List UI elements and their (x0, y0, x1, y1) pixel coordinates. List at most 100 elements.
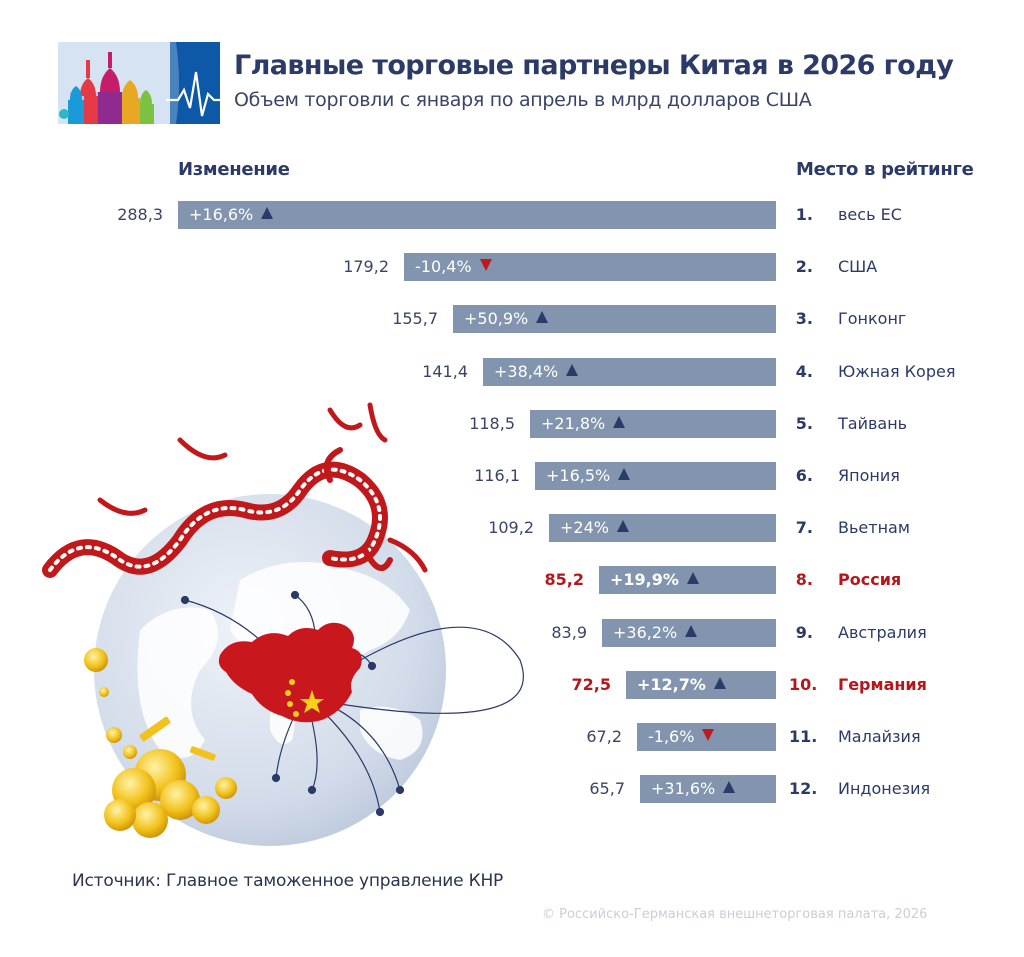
rank-number: 10. (789, 675, 818, 694)
bar: +21,8% (530, 410, 776, 438)
china-map-icon (218, 622, 362, 723)
bar: +12,7% (626, 671, 776, 699)
bar-value-label: 118,5 (469, 414, 515, 433)
arrow-up-icon (566, 364, 579, 376)
chart-row: 83,9 +36,2% 9. Австралия (0, 619, 1024, 647)
chart-row: 179,2 -10,4% 2. США (0, 253, 1024, 281)
chart-row: 155,7 +50,9% 3. Гонконг (0, 305, 1024, 333)
change-label: -1,6% (637, 723, 776, 751)
change-label: +21,8% (530, 410, 776, 438)
rank-number: 2. (795, 257, 813, 276)
chart-row: 65,7 +31,6% 12. Индонезия (0, 775, 1024, 803)
country-name: США (838, 257, 878, 276)
country-name: Австралия (838, 623, 927, 642)
arrow-down-icon (479, 259, 492, 271)
bar: +31,6% (640, 775, 776, 803)
change-value: -10,4% (415, 257, 472, 276)
arrow-up-icon (723, 781, 736, 793)
bar-value-label: 83,9 (551, 623, 587, 642)
arrow-up-icon (261, 207, 274, 219)
arrow-up-icon (616, 520, 629, 532)
bar-value-label: 116,1 (474, 466, 520, 485)
bar-value-label: 288,3 (117, 205, 163, 224)
change-value: +31,6% (651, 779, 716, 798)
bar-value-label: 85,2 (544, 570, 584, 589)
bar-value-label: 67,2 (586, 727, 622, 746)
arrow-up-icon (685, 625, 698, 637)
change-value: +38,4% (494, 362, 559, 381)
arrow-up-icon (613, 416, 626, 428)
page-subtitle: Объем торговли с января по апрель в млрд… (234, 89, 812, 111)
change-label: +36,2% (602, 619, 776, 647)
country-name: Япония (838, 466, 900, 485)
arrow-up-icon (686, 572, 699, 584)
bar-value-label: 109,2 (488, 518, 534, 537)
rank-column-header: Место в рейтинге (796, 159, 974, 180)
rank-number: 12. (789, 779, 818, 798)
bar: +19,9% (599, 566, 776, 594)
copyright-note: © Российско-Германская внешнеторговая па… (542, 907, 928, 922)
country-name: Вьетнам (838, 518, 910, 537)
change-label: +38,4% (483, 358, 776, 386)
chart-row: 85,2 +19,9% 8. Россия (0, 566, 1024, 594)
rank-number: 1. (795, 205, 813, 224)
bar-value-label: 155,7 (392, 309, 438, 328)
change-value: -1,6% (648, 727, 695, 746)
change-value: +24% (560, 518, 609, 537)
change-value: +19,9% (610, 570, 679, 589)
change-value: +50,9% (464, 309, 529, 328)
arrow-up-icon (618, 468, 631, 480)
country-name: Малайзия (838, 727, 921, 746)
bar-chart: 288,3 +16,6% 1. весь ЕС 179,2 -10,4% 2. США 155,… (0, 201, 1024, 803)
chart-row: 288,3 +16,6% 1. весь ЕС (0, 201, 1024, 229)
bar: +38,4% (483, 358, 776, 386)
change-label: +19,9% (599, 566, 776, 594)
country-name: Тайвань (838, 414, 908, 433)
rank-number: 11. (789, 727, 818, 746)
country-name: Россия (838, 570, 902, 589)
chart-row: 116,1 +16,5% 6. Япония (0, 462, 1024, 490)
change-label: +50,9% (453, 305, 776, 333)
bar: +16,6% (178, 201, 776, 229)
bar-value-label: 72,5 (571, 675, 611, 694)
chart-row: 109,2 +24% 7. Вьетнам (0, 514, 1024, 542)
arrow-down-icon (702, 729, 715, 741)
change-value: +36,2% (613, 623, 678, 642)
change-value: +16,6% (189, 205, 254, 224)
chart-row: 141,4 +38,4% 4. Южная Корея (0, 358, 1024, 386)
country-name: Германия (838, 675, 927, 694)
change-label: +31,6% (640, 775, 776, 803)
rank-number: 4. (795, 362, 813, 381)
change-label: -10,4% (404, 253, 776, 281)
rank-number: 6. (795, 466, 813, 485)
chart-row: 72,5 +12,7% 10. Германия (0, 671, 1024, 699)
bar-value-label: 141,4 (422, 362, 468, 381)
change-label: +24% (549, 514, 776, 542)
bar: +16,5% (535, 462, 776, 490)
change-label: +16,5% (535, 462, 776, 490)
country-name: Южная Корея (838, 362, 956, 381)
gold-coins-icon (84, 648, 237, 838)
arrow-up-icon (713, 677, 726, 689)
bar-value-label: 65,7 (589, 779, 625, 798)
change-label: +16,6% (178, 201, 776, 229)
source-note: Источник: Главное таможенное управление … (72, 871, 504, 891)
rank-number: 9. (795, 623, 813, 642)
dragon-icon (42, 402, 428, 578)
page-title: Главные торговые партнеры Китая в 2026 г… (234, 50, 954, 81)
arrow-up-icon (536, 311, 549, 323)
change-value: +16,5% (546, 466, 611, 485)
chart-row: 67,2 -1,6% 11. Малайзия (0, 723, 1024, 751)
country-name: Индонезия (838, 779, 931, 798)
change-label: +12,7% (626, 671, 776, 699)
chamber-logo (58, 42, 220, 124)
bar: +36,2% (602, 619, 776, 647)
rank-number: 5. (795, 414, 813, 433)
rank-number: 7. (795, 518, 813, 537)
country-name: весь ЕС (838, 205, 902, 224)
change-value: +12,7% (637, 675, 706, 694)
bar: +24% (549, 514, 776, 542)
bar: -10,4% (404, 253, 776, 281)
country-name: Гонконг (838, 309, 907, 328)
change-value: +21,8% (541, 414, 606, 433)
